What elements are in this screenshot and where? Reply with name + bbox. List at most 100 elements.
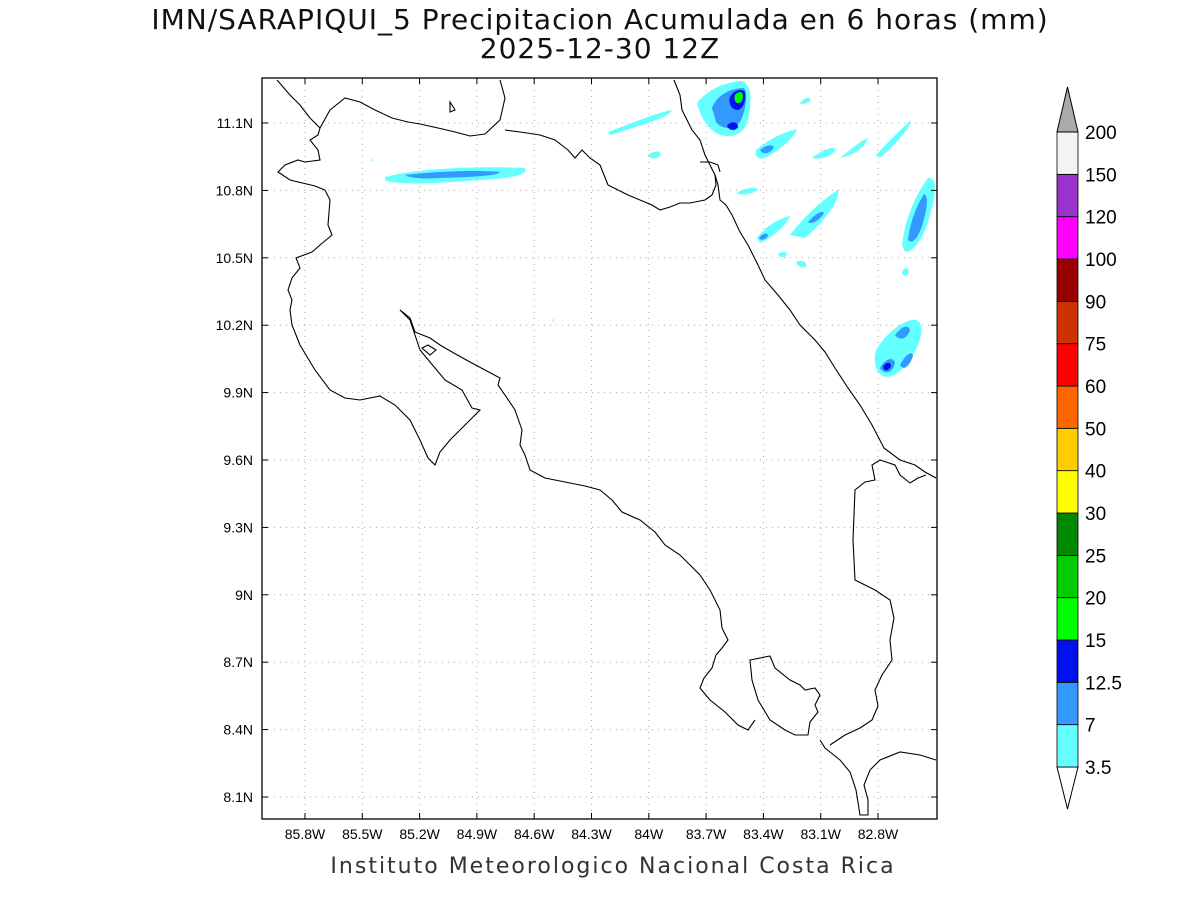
osa-peninsula <box>749 655 821 736</box>
x-tick-label: 83.1W <box>800 826 841 842</box>
colorbar-segment <box>1056 512 1079 556</box>
colorbar-segment <box>1056 681 1079 726</box>
precip-blob-center <box>552 319 554 322</box>
precip-blob-mid-2 <box>796 260 807 268</box>
colorbar-under-triangle <box>1056 766 1079 810</box>
precipitation-areas <box>371 81 935 377</box>
colorbar-label: 100 <box>1085 250 1117 271</box>
colorbar-label: 90 <box>1085 292 1106 313</box>
precip-blob-ne-2 <box>736 187 758 195</box>
colorbar-segment <box>1056 385 1079 429</box>
y-tick-label: 8.1N <box>223 789 253 805</box>
colorbar-label: 200 <box>1085 123 1117 144</box>
colorbar-segment <box>1056 470 1079 514</box>
colorbar-segment <box>1056 173 1079 218</box>
colorbar-label: 20 <box>1085 589 1106 610</box>
burica-coast <box>819 739 937 816</box>
colorbar-segment <box>1056 427 1079 472</box>
longitude-ticks: 85.8W 85.5W 85.2W 84.9W 84.6W 84.3W 84W 83.7W 83… <box>285 78 899 842</box>
san-juan-delta <box>700 161 721 173</box>
precip-blob-west <box>371 159 373 162</box>
precip-band-east-1 <box>755 129 797 159</box>
colorbar-segment <box>1056 216 1079 260</box>
lake-nicaragua-south <box>449 100 456 113</box>
precip-band-east-2 <box>812 148 836 159</box>
precip-blob-small <box>648 151 661 159</box>
precip-band-east-1-core <box>760 145 774 154</box>
y-tick-label: 9N <box>235 587 253 603</box>
colorbar-label: 30 <box>1085 504 1106 525</box>
colorbar-segment <box>1056 300 1079 345</box>
colorbar-label: 25 <box>1085 546 1106 567</box>
map-title: IMN/SARAPIQUI_5 Precipitacion Acumulada … <box>151 3 1049 36</box>
colorbar-label: 60 <box>1085 377 1106 398</box>
precip-blob-mid-1 <box>778 251 787 258</box>
y-tick-label: 9.9N <box>223 385 253 401</box>
colorbar-label: 7 <box>1085 716 1096 737</box>
x-tick-label: 85.5W <box>342 826 383 842</box>
map-grid <box>262 78 937 819</box>
y-tick-label: 9.6N <box>223 452 253 468</box>
colorbar-segment <box>1056 597 1079 641</box>
caribbean-coastline <box>673 79 937 479</box>
precip-cell-south-east-right <box>900 353 913 368</box>
colorbar-label: 15 <box>1085 631 1106 652</box>
y-tick-label: 8.4N <box>223 722 253 738</box>
colorbar-label: 12.5 <box>1085 673 1122 694</box>
precip-cell-south-east-mid <box>895 326 910 339</box>
nicoya-inlet <box>421 344 437 356</box>
x-tick-label: 84.6W <box>514 826 555 842</box>
x-tick-label: 84W <box>634 826 664 842</box>
colorbar-label: 3.5 <box>1085 758 1111 779</box>
x-tick-label: 83.7W <box>686 826 727 842</box>
coastline-borders <box>276 79 937 816</box>
precip-cell-south-east-core <box>883 362 891 371</box>
y-tick-label: 8.7N <box>223 654 253 670</box>
credit-text: Instituto Meteorologico Nacional Costa R… <box>330 854 896 879</box>
precipitation-colorbar: 3.5 7 12.5 15 20 25 30 40 50 60 75 90 100 120 150 200 <box>1056 86 1122 810</box>
precip-cell-north-lobe <box>727 122 738 130</box>
colorbar-label: 40 <box>1085 462 1106 483</box>
y-tick-label: 11.1N <box>217 115 253 131</box>
precip-band-east-coast-core <box>908 194 927 242</box>
nicaragua-border <box>319 79 506 137</box>
colorbar-segment <box>1056 724 1079 768</box>
map-date: 2025-12-30 12Z <box>479 32 721 65</box>
precip-band-east-4 <box>876 120 911 158</box>
x-tick-label: 85.8W <box>285 826 326 842</box>
latitude-ticks: 11.1N 10.8N 10.5N 10.2N 9.9N 9.6N 9.3N 9N 8.7N 8.… <box>216 115 937 805</box>
y-tick-label: 10.5N <box>216 250 253 266</box>
map-frame <box>261 77 938 820</box>
panama-border <box>829 459 927 746</box>
y-tick-label: 9.3N <box>223 519 253 535</box>
x-tick-label: 85.2W <box>399 826 440 842</box>
precip-band-east-3 <box>840 138 868 158</box>
pacific-coastline <box>276 79 482 466</box>
san-juan-river <box>504 129 717 211</box>
colorbar-segment <box>1056 343 1079 387</box>
precip-band-mid-1 <box>790 190 839 238</box>
nicoya-gulf-coast <box>399 309 756 731</box>
x-tick-label: 84.3W <box>571 826 612 842</box>
precip-band-north-west-core <box>405 171 500 179</box>
colorbar-segment <box>1056 131 1079 175</box>
x-tick-label: 83.4W <box>743 826 784 842</box>
colorbar-label: 75 <box>1085 335 1106 356</box>
colorbar-segment <box>1056 258 1079 302</box>
colorbar-label: 50 <box>1085 419 1106 440</box>
colorbar-label: 120 <box>1085 208 1117 229</box>
precip-band-mid-2-core <box>759 233 768 240</box>
y-tick-label: 10.2N <box>216 317 253 333</box>
colorbar-label: 150 <box>1085 165 1117 186</box>
colorbar-segment <box>1056 639 1079 683</box>
colorbar-over-triangle <box>1056 86 1079 133</box>
colorbar-segment <box>1056 554 1079 599</box>
x-tick-label: 84.9W <box>457 826 498 842</box>
precip-band-mid-1-core <box>808 212 824 223</box>
y-tick-label: 10.8N <box>216 182 253 198</box>
precip-blob-ne-1 <box>800 97 811 105</box>
precip-blob-east-small <box>902 268 909 276</box>
precip-streak <box>608 110 672 135</box>
x-tick-label: 82.8W <box>858 826 899 842</box>
